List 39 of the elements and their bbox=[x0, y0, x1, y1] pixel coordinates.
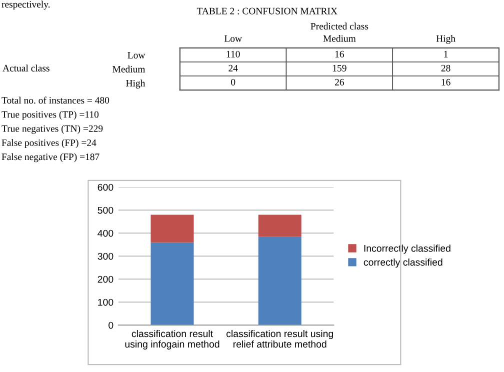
bar bbox=[258, 214, 302, 237]
y-axis-title: Actual class bbox=[2, 64, 50, 72]
y-tick-label: 0 bbox=[108, 322, 114, 329]
y-tick-label: Medium bbox=[112, 66, 146, 72]
x-tick-label: classification result using infogain method bbox=[125, 330, 220, 350]
y-tick-label: 200 bbox=[98, 276, 114, 283]
bar bbox=[258, 236, 302, 326]
data-label: 110 bbox=[226, 50, 240, 58]
data-label: 24 bbox=[228, 64, 238, 72]
legend-label: correctly classified bbox=[364, 258, 442, 268]
y-tick-label: 400 bbox=[98, 230, 114, 237]
text: True positives (TP) =110 bbox=[2, 110, 99, 120]
data-label: 26 bbox=[335, 78, 344, 86]
data-label: 1 bbox=[444, 50, 448, 58]
data-label: 28 bbox=[441, 64, 450, 72]
y-tick-label: 100 bbox=[98, 298, 114, 306]
y-tick-label: Low bbox=[128, 52, 146, 58]
text: False positives (FP) =24 bbox=[2, 139, 96, 148]
data-label: 16 bbox=[335, 50, 344, 58]
x-tick-label: High bbox=[436, 34, 456, 44]
x-axis-title: Predicted class bbox=[310, 22, 368, 30]
data-label: 159 bbox=[333, 64, 346, 72]
y-tick-label: 500 bbox=[98, 206, 114, 214]
x-tick-label: classification result using relief attribute method bbox=[226, 330, 333, 348]
legend-label: Incorrectly classified bbox=[364, 244, 450, 254]
data-label: 16 bbox=[442, 78, 450, 86]
text: respectively. bbox=[2, 0, 50, 10]
x-tick-label: Medium bbox=[323, 35, 356, 42]
chart-title: TABLE 2 : CONFUSION MATRIX bbox=[196, 8, 338, 14]
x-tick-label: Low bbox=[224, 35, 242, 42]
text: False negative (FP) =187 bbox=[2, 153, 100, 162]
text: True negatives (TN) =229 bbox=[2, 125, 103, 134]
y-tick-label: High bbox=[126, 80, 146, 88]
y-tick-label: 300 bbox=[98, 252, 114, 260]
y-tick-label: 600 bbox=[98, 184, 114, 191]
bar bbox=[150, 214, 194, 242]
bar bbox=[150, 242, 194, 326]
data-label: 0 bbox=[231, 78, 236, 86]
text: Total no. of instances = 480 bbox=[2, 96, 110, 104]
